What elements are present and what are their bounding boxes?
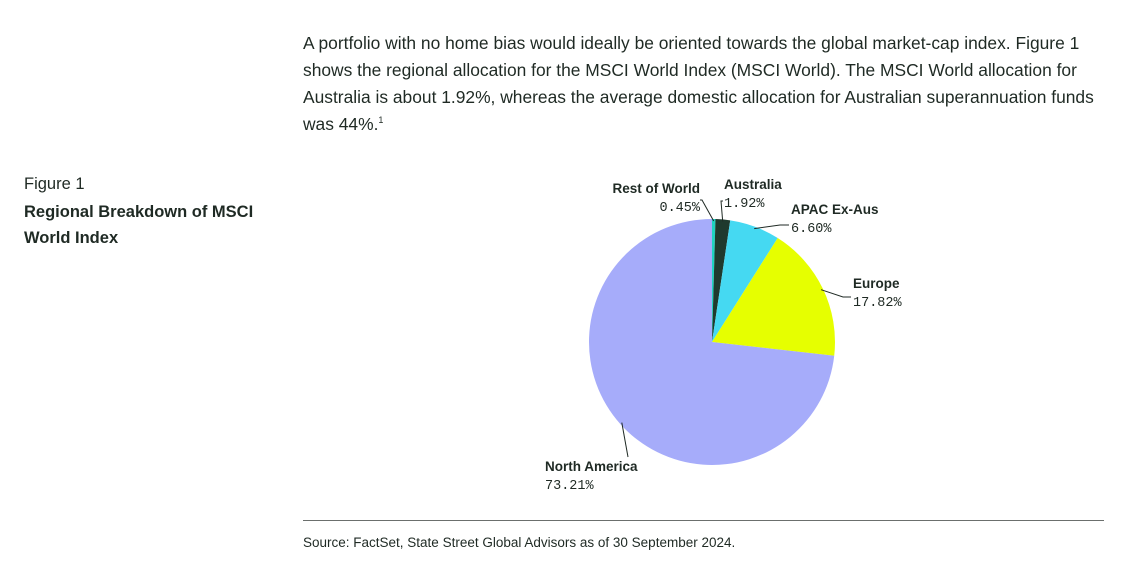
leader-line-north-america bbox=[621, 422, 629, 458]
slice-label-rest-of-world: Rest of World bbox=[613, 181, 701, 196]
leader-line-europe bbox=[820, 289, 851, 298]
pie-slice-europe bbox=[712, 238, 835, 356]
slice-value-europe: 17.82% bbox=[853, 296, 903, 311]
slice-value-rest-of-world: 0.45% bbox=[659, 201, 700, 216]
pie-slice-apac-ex-aus bbox=[712, 220, 778, 342]
leader-line-apac-ex-aus bbox=[754, 224, 789, 230]
pie-slice-australia bbox=[712, 219, 731, 342]
source-note: Source: FactSet, State Street Global Adv… bbox=[303, 535, 736, 550]
slice-label-europe: Europe bbox=[853, 276, 900, 291]
slice-value-apac-ex-aus: 6.60% bbox=[791, 222, 832, 237]
slice-value-north-america: 73.21% bbox=[545, 479, 595, 494]
intro-paragraph: A portfolio with no home bias would idea… bbox=[303, 30, 1103, 138]
intro-text: A portfolio with no home bias would idea… bbox=[303, 33, 1094, 135]
slice-value-australia: 1.92% bbox=[724, 197, 765, 212]
footnote-marker[interactable]: 1 bbox=[378, 115, 384, 126]
figure-number: Figure 1 bbox=[24, 175, 85, 193]
slice-label-north-america: North America bbox=[545, 459, 638, 474]
pie-slice-rest-of-world bbox=[712, 219, 716, 342]
slice-label-apac-ex-aus: APAC Ex-Aus bbox=[791, 202, 879, 217]
divider-rule bbox=[303, 520, 1104, 521]
leader-line-rest-of-world bbox=[700, 199, 715, 222]
leader-line-australia bbox=[720, 200, 724, 222]
slice-label-australia: Australia bbox=[724, 177, 782, 192]
pie-slice-north-america bbox=[588, 218, 835, 465]
figure-title: Regional Breakdown of MSCI World Index bbox=[24, 203, 254, 247]
